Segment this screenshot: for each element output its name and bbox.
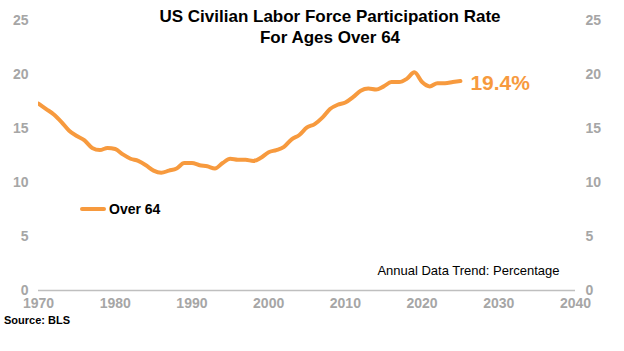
svg-text:5: 5 — [586, 228, 594, 244]
svg-text:19.4%: 19.4% — [470, 71, 530, 94]
svg-text:2000: 2000 — [253, 295, 284, 311]
html-text:US Civilian Labor Force Partic: US Civilian Labor Force Participation Ra… — [159, 7, 501, 47]
svg-text:25: 25 — [586, 12, 602, 28]
svg-text:20: 20 — [586, 66, 602, 82]
svg-text:15: 15 — [586, 120, 602, 136]
html-text:Source: BLS: Source: BLS — [4, 314, 70, 326]
svg-text:20: 20 — [13, 66, 29, 82]
svg-text:2010: 2010 — [330, 295, 361, 311]
svg-text:2040: 2040 — [559, 295, 592, 312]
svg-text:10: 10 — [13, 174, 29, 190]
svg-text:5: 5 — [21, 228, 29, 244]
svg-text:2020: 2020 — [406, 295, 437, 311]
svg-text:Annual Data Trend: Percentage: Annual Data Trend: Percentage — [377, 263, 559, 278]
svg-text:1990: 1990 — [176, 295, 207, 311]
svg-text:0: 0 — [21, 282, 29, 298]
svg-text:1970: 1970 — [22, 295, 55, 312]
svg-text:25: 25 — [13, 12, 29, 28]
svg-text:0: 0 — [586, 282, 594, 298]
svg-text:10: 10 — [586, 174, 602, 190]
svg-text:1980: 1980 — [100, 295, 131, 311]
svg-text:15: 15 — [13, 120, 29, 136]
svg-text:2030: 2030 — [483, 295, 514, 311]
html-text:Over 64: Over 64 — [109, 201, 161, 217]
